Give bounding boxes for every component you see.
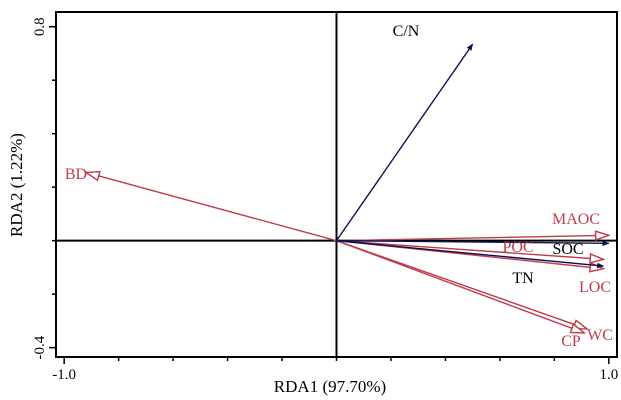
vector-label-loc: LOC	[579, 279, 611, 296]
vector-label-bd: BD	[65, 166, 87, 183]
vector-poc	[336, 239, 604, 260]
x-ticks: -1.0 1.0	[52, 357, 618, 383]
vector-bd	[86, 172, 337, 242]
vector-wc	[336, 240, 588, 329]
x-tick-label: 1.0	[599, 367, 618, 383]
y-ticks: 0.8 -0.4	[32, 17, 56, 360]
vector-label-tn: TN	[512, 270, 534, 287]
vector-label-cp: CP	[561, 333, 581, 350]
y-tick-label: -0.4	[32, 335, 48, 359]
vector-label-maoc: MAOC	[552, 211, 600, 228]
vector-label-c-n: C/N	[393, 23, 420, 40]
explanatory-vectors	[335, 43, 610, 269]
y-tick-label: 0.8	[32, 17, 48, 36]
vector-label-wc: WC	[587, 327, 613, 344]
x-axis-label: RDA1 (97.70%)	[274, 377, 386, 396]
vector-labels: C/N SOC TN BD MAOC POC LOC WC CP	[65, 23, 613, 350]
vector-tn	[336, 239, 605, 269]
x-tick-label: -1.0	[52, 367, 76, 383]
vector-label-poc: POC	[502, 239, 533, 256]
vector-c-n	[335, 43, 474, 242]
response-vectors	[86, 172, 609, 332]
zero-lines	[56, 12, 617, 357]
y-axis-label: RDA2 (1.22%)	[7, 133, 26, 237]
vector-maoc	[336, 235, 609, 242]
vector-label-soc: SOC	[552, 241, 583, 258]
vector-cp	[336, 240, 585, 333]
vector-soc	[336, 239, 610, 247]
